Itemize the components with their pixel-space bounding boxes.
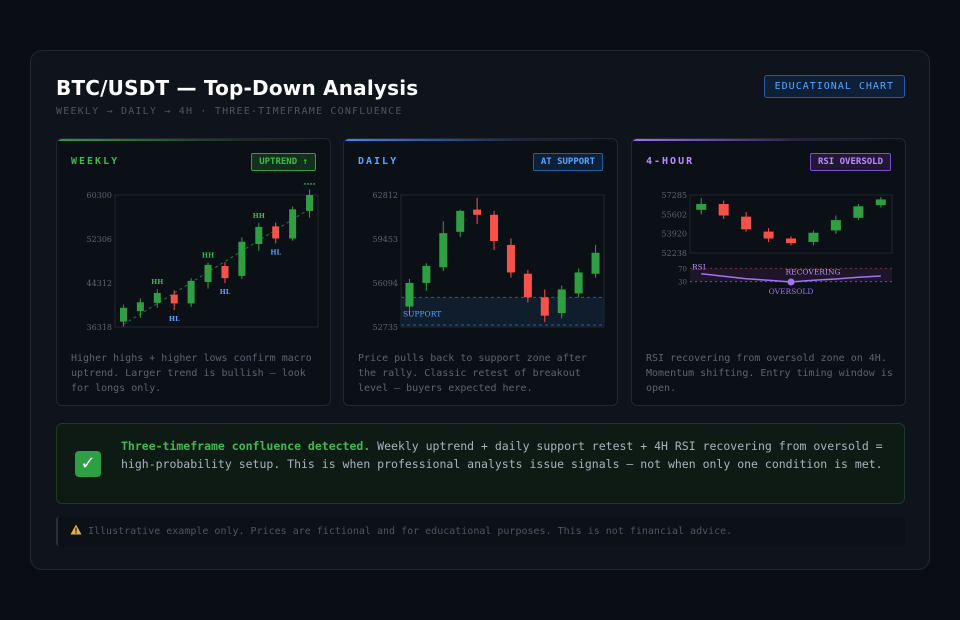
weekly-candle-body — [136, 302, 144, 312]
daily-candle-body — [557, 289, 566, 314]
daily-candle-body — [439, 233, 448, 268]
four-hour-chart: 57285 55602 53920 52238 70 30 RSI RECOVERING OVE… — [662, 191, 893, 296]
page-subtitle: WEEKLY → DAILY → 4H · THREE-TIMEFRAME CO… — [56, 106, 403, 117]
daily-candle-body — [540, 297, 549, 316]
uptrend-badge: UPTREND ↑ — [251, 153, 316, 171]
rsi-label: RSI — [692, 262, 706, 271]
weekly-candle-body — [289, 209, 297, 239]
four-hour-candle-body — [786, 238, 796, 244]
weekly-candle-body — [272, 226, 280, 239]
four-hour-y-tick-label: 55602 — [662, 210, 687, 219]
weekly-y-tick-label: 60300 — [87, 191, 112, 200]
daily-candle-body — [574, 272, 583, 294]
daily-candle-body — [456, 210, 465, 232]
weekly-candle-body — [153, 292, 161, 303]
daily-candle-body — [473, 209, 482, 215]
page-title: BTC/USDT — Top-Down Analysis — [56, 76, 419, 100]
four-hour-description: RSI recovering from oversold zone on 4H.… — [646, 353, 893, 394]
higher-high-label: HH — [303, 183, 315, 186]
daily-candle-body — [422, 265, 431, 283]
check-icon: ✓ — [75, 451, 101, 477]
weekly-title: WEEKLY — [71, 156, 120, 167]
four-hour-candle-body — [830, 220, 841, 231]
educational-chart-badge: EDUCATIONAL CHART — [763, 75, 905, 98]
four-hour-candle-body — [808, 232, 819, 242]
daily-accent-line — [344, 139, 617, 141]
four-hour-candle-body — [853, 206, 864, 218]
daily-plot-frame — [400, 194, 605, 328]
daily-y-tick-label: 59453 — [373, 235, 398, 244]
weekly-accent-line — [57, 139, 330, 141]
confluence-text: Three-timeframe confluence detected. Wee… — [121, 438, 891, 473]
rsi-recovering-label: RECOVERING — [786, 267, 841, 276]
weekly-candle-body — [255, 226, 263, 244]
higher-low-label: HL — [270, 248, 281, 256]
daily-candle-body — [490, 214, 499, 242]
daily-y-tick-label: 56094 — [373, 279, 398, 288]
weekly-description: Higher highs + higher lows confirm macro… — [71, 353, 312, 394]
four-hour-y-tick-label: 53920 — [662, 230, 687, 239]
weekly-y-tick-label: 44312 — [87, 279, 112, 288]
daily-candle-body — [523, 273, 532, 298]
weekly-candle-body — [238, 241, 246, 276]
four-hour-accent-line — [632, 139, 905, 141]
support-label: SUPPORT — [403, 309, 441, 318]
daily-candle-body — [405, 282, 414, 307]
weekly-y-tick-label: 36318 — [87, 323, 112, 332]
higher-high-label: HH — [151, 278, 163, 286]
four-hour-y-tick-label: 57285 — [662, 191, 687, 200]
weekly-candle-body — [119, 307, 127, 322]
confluence-body: Weekly uptrend + daily support retest + … — [121, 439, 883, 471]
daily-y-tick-label: 62812 — [373, 191, 398, 200]
four-hour-candle-body — [718, 204, 729, 216]
weekly-candle-body — [170, 294, 178, 304]
weekly-candle-body — [221, 266, 229, 279]
weekly-candle-body — [306, 195, 314, 211]
daily-candle-body — [506, 244, 515, 273]
four-hour-candle-body — [875, 199, 886, 206]
weekly-candle-body — [187, 280, 195, 304]
weekly-y-tick-label: 52306 — [87, 235, 112, 244]
four-hour-y-tick-label: 52238 — [662, 249, 687, 258]
daily-candle-body — [591, 252, 600, 274]
disclaimer-text: Illustrative example only. Prices are fi… — [88, 526, 733, 537]
rsi-tick-label: 30 — [678, 279, 687, 287]
higher-high-label: HH — [202, 252, 214, 260]
at-support-badge: AT SUPPORT — [532, 153, 603, 171]
daily-chart: 62812 59453 56094 52735 SUPPORT — [373, 191, 605, 332]
rsi-oversold-badge: RSI OVERSOLD — [809, 153, 891, 171]
four-hour-candle-body — [741, 216, 752, 230]
four-hour-panel: 4-HOUR RSI OVERSOLD 57285 55602 53920 52238… — [631, 138, 906, 406]
confluence-lead: Three-timeframe confluence detected. — [121, 439, 371, 453]
rsi-oversold-point — [787, 278, 795, 286]
rsi-oversold-label: OVERSOLD — [769, 287, 814, 296]
daily-title: DAILY — [358, 156, 399, 167]
weekly-chart: 60300 52306 44312 36318 HH HL HH HL HH HL HH — [87, 183, 319, 332]
weekly-trendline — [123, 208, 310, 325]
daily-y-tick-label: 52735 — [373, 323, 398, 332]
higher-high-label: HH — [253, 212, 265, 220]
four-hour-candle-body — [696, 204, 707, 210]
confluence-callout: ✓ Three-timeframe confluence detected. W… — [56, 423, 905, 504]
daily-panel: DAILY AT SUPPORT 62812 59453 56094 52735 SUP… — [343, 138, 618, 406]
disclaimer: Illustrative example only. Prices are fi… — [56, 517, 905, 546]
four-hour-title: 4-HOUR — [646, 156, 695, 167]
weekly-plot-frame — [114, 194, 319, 328]
support-zone — [401, 297, 604, 327]
analysis-card: BTC/USDT — Top-Down Analysis WEEKLY → DA… — [30, 50, 930, 570]
weekly-panel: WEEKLY UPTREND ↑ 60300 52306 44312 36318 HH H… — [56, 138, 331, 406]
weekly-candle-body — [204, 264, 212, 282]
higher-low-label: HL — [169, 315, 180, 323]
four-hour-candle-body — [763, 231, 774, 239]
daily-description: Price pulls back to support zone after t… — [358, 353, 587, 394]
higher-low-label: HL — [220, 288, 231, 296]
warning-icon — [70, 524, 82, 535]
four-hour-plot-frame — [689, 194, 893, 254]
rsi-tick-label: 70 — [678, 265, 687, 273]
